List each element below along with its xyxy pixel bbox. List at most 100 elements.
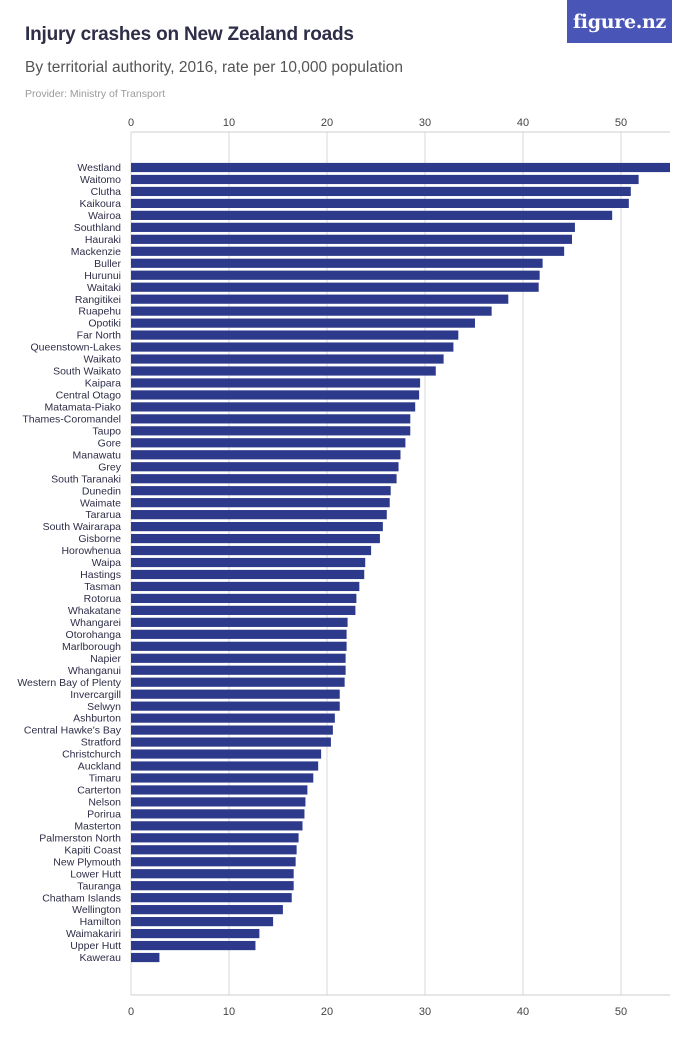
bar[interactable] xyxy=(131,593,357,604)
bar[interactable] xyxy=(131,522,383,532)
bar[interactable] xyxy=(131,258,543,268)
bar[interactable] xyxy=(131,162,670,173)
x-tick-label-top: 20 xyxy=(321,117,333,129)
bar[interactable] xyxy=(131,330,459,340)
category-label: Marlborough xyxy=(62,641,121,653)
bar[interactable] xyxy=(131,510,387,520)
bar[interactable] xyxy=(131,928,260,939)
bar[interactable] xyxy=(131,342,454,352)
category-label: Queenstown-Lakes xyxy=(31,342,121,354)
bar[interactable] xyxy=(131,486,391,496)
category-label: Waikato xyxy=(83,354,121,366)
bar[interactable] xyxy=(131,474,397,484)
bar[interactable] xyxy=(131,641,347,651)
bar[interactable] xyxy=(131,869,294,879)
bar[interactable] xyxy=(131,438,406,448)
bar[interactable] xyxy=(131,701,340,711)
category-label: Grey xyxy=(98,461,122,473)
bar[interactable] xyxy=(131,665,346,675)
category-label: Rangitikei xyxy=(75,294,121,306)
bar[interactable] xyxy=(131,821,303,831)
bar[interactable] xyxy=(131,797,306,807)
bar[interactable] xyxy=(131,294,509,304)
bar[interactable] xyxy=(131,617,348,627)
category-label: Dunedin xyxy=(82,485,121,497)
category-label: Christchurch xyxy=(62,749,121,761)
category-label: Ashburton xyxy=(73,713,121,725)
bar[interactable] xyxy=(131,402,416,412)
bar[interactable] xyxy=(131,462,399,472)
category-label: Buller xyxy=(94,258,121,270)
bar[interactable] xyxy=(131,689,340,699)
bar[interactable] xyxy=(131,605,356,615)
bar[interactable] xyxy=(131,653,346,663)
bar[interactable] xyxy=(131,318,475,328)
bar[interactable] xyxy=(131,940,256,951)
figure-nz-logo[interactable]: figure.nz xyxy=(567,0,672,43)
category-label: Carterton xyxy=(77,785,121,797)
x-tick-label-bottom: 10 xyxy=(223,1006,235,1018)
bar[interactable] xyxy=(131,533,380,544)
bar[interactable] xyxy=(131,222,575,232)
bar[interactable] xyxy=(131,737,331,747)
bar[interactable] xyxy=(131,857,296,867)
bar[interactable] xyxy=(131,629,347,639)
category-label: Western Bay of Plenty xyxy=(17,677,121,689)
bar[interactable] xyxy=(131,845,297,855)
x-tick-label-top: 0 xyxy=(128,117,134,129)
bar[interactable] xyxy=(131,785,308,795)
category-label: Timaru xyxy=(89,773,121,785)
category-label: Hamilton xyxy=(80,916,122,928)
x-tick-label-top: 50 xyxy=(615,117,627,129)
category-label: Otorohanga xyxy=(66,629,122,641)
bar[interactable] xyxy=(131,366,436,376)
bar[interactable] xyxy=(131,426,411,436)
category-label: Chatham Islands xyxy=(42,892,121,904)
bar[interactable] xyxy=(131,761,319,771)
x-tick-label-bottom: 20 xyxy=(321,1006,333,1018)
bar[interactable] xyxy=(131,414,411,424)
bar[interactable] xyxy=(131,557,366,568)
category-label: Palmerston North xyxy=(39,832,121,844)
bar[interactable] xyxy=(131,306,492,316)
bar[interactable] xyxy=(131,749,322,759)
bar[interactable] xyxy=(131,186,631,197)
bar[interactable] xyxy=(131,833,299,843)
category-label: Stratford xyxy=(81,737,121,749)
category-label: Tararua xyxy=(85,509,121,521)
bar[interactable] xyxy=(131,677,345,687)
bar[interactable] xyxy=(131,390,420,400)
bar[interactable] xyxy=(131,234,572,244)
category-label: Manawatu xyxy=(73,449,122,461)
category-label: Waimakariri xyxy=(66,928,121,940)
x-tick-label-bottom: 30 xyxy=(419,1006,431,1018)
bar[interactable] xyxy=(131,569,365,580)
bar[interactable] xyxy=(131,498,390,508)
bar[interactable] xyxy=(131,905,283,915)
bar[interactable] xyxy=(131,354,444,364)
category-label: South Waikato xyxy=(53,366,121,378)
x-tick-label-top: 40 xyxy=(517,117,529,129)
bar[interactable] xyxy=(131,773,314,783)
bar[interactable] xyxy=(131,174,639,185)
bar[interactable] xyxy=(131,270,540,280)
bar[interactable] xyxy=(131,246,565,256)
category-label: Waipa xyxy=(92,557,122,569)
bar[interactable] xyxy=(131,581,360,592)
bar[interactable] xyxy=(131,893,292,903)
bar[interactable] xyxy=(131,198,629,209)
bar[interactable] xyxy=(131,545,372,556)
bar[interactable] xyxy=(131,282,539,292)
category-label: Wellington xyxy=(72,904,121,916)
bar[interactable] xyxy=(131,917,274,927)
bar[interactable] xyxy=(131,450,401,460)
bar[interactable] xyxy=(131,378,421,388)
category-label: Whanganui xyxy=(68,665,121,677)
bar[interactable] xyxy=(131,952,160,963)
bar[interactable] xyxy=(131,725,333,735)
bar[interactable] xyxy=(131,210,613,220)
bar[interactable] xyxy=(131,881,294,891)
bar[interactable] xyxy=(131,713,335,723)
bar[interactable] xyxy=(131,809,305,819)
